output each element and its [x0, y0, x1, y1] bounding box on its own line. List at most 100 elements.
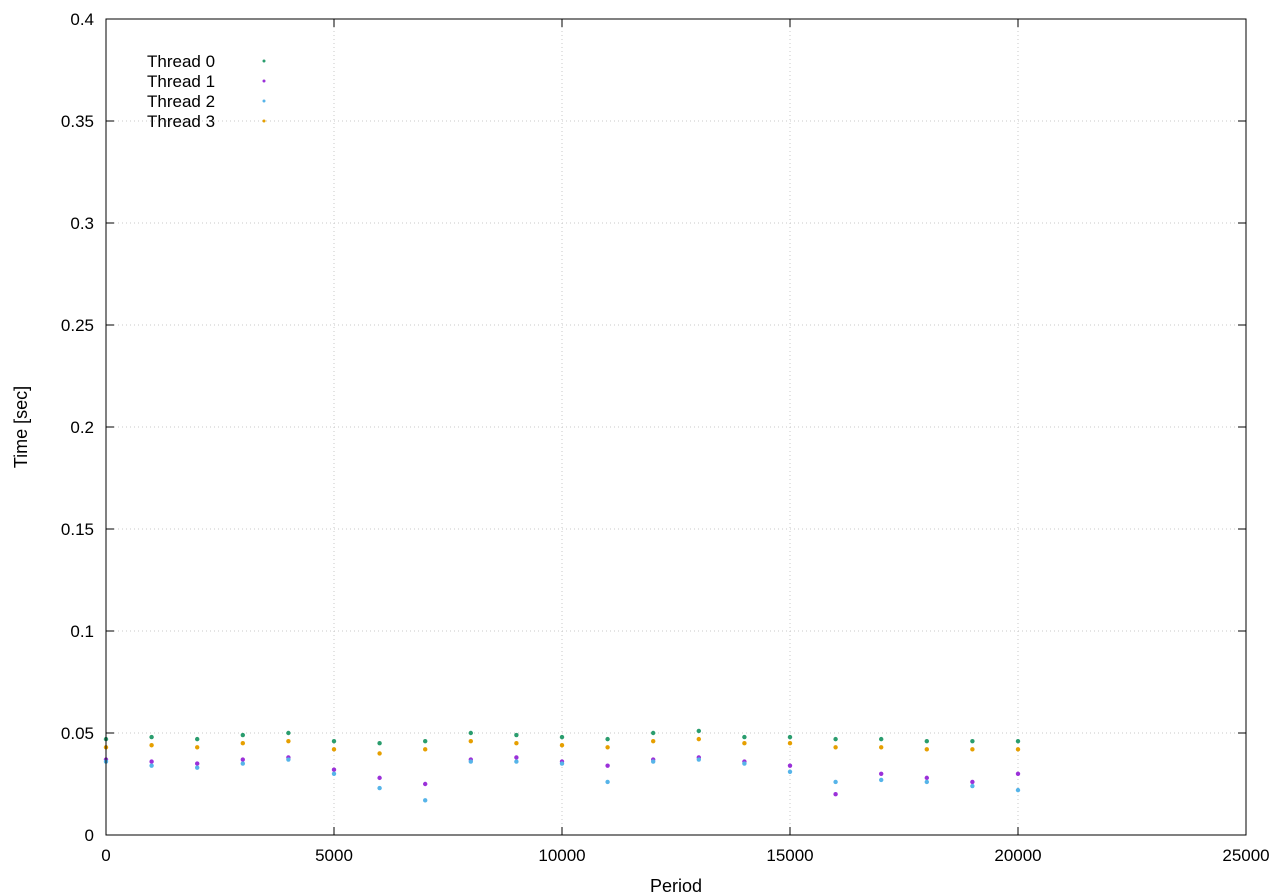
data-point: [559, 761, 565, 766]
x-tick-label: 0: [101, 846, 110, 865]
data-point: [879, 771, 884, 776]
data-point: [468, 730, 473, 736]
data-point: [468, 759, 473, 764]
data-point: [149, 734, 154, 740]
data-point: [514, 755, 519, 760]
legend-label: Thread 0: [147, 52, 215, 71]
data-point: [1015, 738, 1021, 744]
data-point: [240, 732, 245, 738]
data-point: [833, 736, 838, 742]
y-tick-label: 0.15: [61, 520, 94, 539]
data-point: [377, 785, 382, 791]
x-axis-title: Period: [650, 876, 702, 896]
data-point: [286, 757, 291, 762]
data-point: [514, 741, 519, 746]
data-point: [696, 728, 701, 734]
data-point: [286, 738, 291, 744]
data-point: [423, 781, 428, 787]
y-tick-label: 0: [85, 826, 94, 845]
data-point: [742, 741, 747, 746]
legend-marker: [262, 119, 266, 123]
data-point: [149, 763, 154, 768]
legend-label: Thread 2: [147, 92, 215, 111]
y-tick-label: 0.25: [61, 316, 94, 335]
data-point: [879, 745, 884, 750]
y-tick-label: 0.35: [61, 112, 94, 131]
data-point: [605, 763, 610, 768]
data-point: [240, 741, 245, 746]
data-point: [970, 779, 975, 785]
data-point: [331, 771, 337, 776]
y-tick-labels: 0 0.05 0.1 0.15 0.2 0.25 0.3 0.35 0.4: [61, 10, 94, 845]
data-point: [787, 763, 793, 768]
data-point: [970, 738, 975, 744]
data-point: [651, 730, 656, 736]
series-thread-3: [103, 736, 1021, 756]
x-tick-label: 5000: [315, 846, 353, 865]
data-point: [331, 738, 337, 744]
data-point: [377, 775, 382, 781]
data-point: [742, 761, 747, 766]
data-point: [1015, 787, 1021, 793]
data-point: [423, 738, 428, 744]
y-axis-title: Time [sec]: [11, 386, 31, 468]
legend-label: Thread 1: [147, 72, 215, 91]
data-point: [240, 757, 245, 762]
x-tick-label: 10000: [538, 846, 585, 865]
x-tick-labels: 0 5000 10000 15000 20000 25000: [101, 846, 1269, 865]
data-point: [514, 732, 519, 738]
data-point: [559, 743, 565, 748]
axis-ticks: [105, 18, 1247, 836]
x-tick-label: 25000: [1222, 846, 1269, 865]
data-point: [1015, 747, 1021, 752]
data-point: [924, 747, 929, 752]
x-tick-label: 15000: [766, 846, 813, 865]
data-point: [331, 747, 337, 752]
data-point: [605, 745, 610, 750]
data-point: [331, 767, 337, 772]
data-point: [195, 736, 200, 742]
data-point: [696, 736, 701, 742]
data-point: [286, 730, 291, 736]
data-point: [651, 738, 656, 744]
data-point: [787, 734, 793, 740]
data-point: [787, 769, 793, 774]
data-point: [833, 792, 838, 797]
series-thread-0: [103, 728, 1021, 746]
data-point: [423, 747, 428, 752]
data-point: [924, 779, 929, 785]
data-point: [833, 779, 838, 785]
legend-marker: [262, 99, 266, 103]
data-point: [559, 734, 565, 740]
grid: [106, 19, 1246, 835]
data-point: [240, 761, 245, 766]
y-tick-label: 0.2: [70, 418, 94, 437]
y-tick-label: 0.05: [61, 724, 94, 743]
data-point: [787, 741, 793, 746]
data-point: [605, 736, 610, 742]
data-point: [377, 741, 382, 746]
legend-marker: [262, 79, 266, 83]
data-point: [195, 765, 200, 770]
data-point: [1015, 771, 1021, 776]
data-point: [833, 745, 838, 750]
data-point: [149, 743, 154, 748]
y-tick-label: 0.4: [70, 10, 94, 29]
data-point: [970, 783, 975, 789]
data-point: [970, 747, 975, 752]
data-point: [924, 738, 929, 744]
series-thread-2: [103, 757, 1021, 803]
data-point: [651, 759, 656, 764]
data-point: [514, 759, 519, 764]
data-point: [696, 757, 701, 762]
data-point: [195, 745, 200, 750]
data-point: [924, 775, 929, 781]
y-tick-label: 0.3: [70, 214, 94, 233]
data-point: [149, 759, 154, 764]
data-point: [468, 738, 473, 744]
data-point: [879, 777, 884, 783]
y-tick-label: 0.1: [70, 622, 94, 641]
data-point: [742, 734, 747, 740]
